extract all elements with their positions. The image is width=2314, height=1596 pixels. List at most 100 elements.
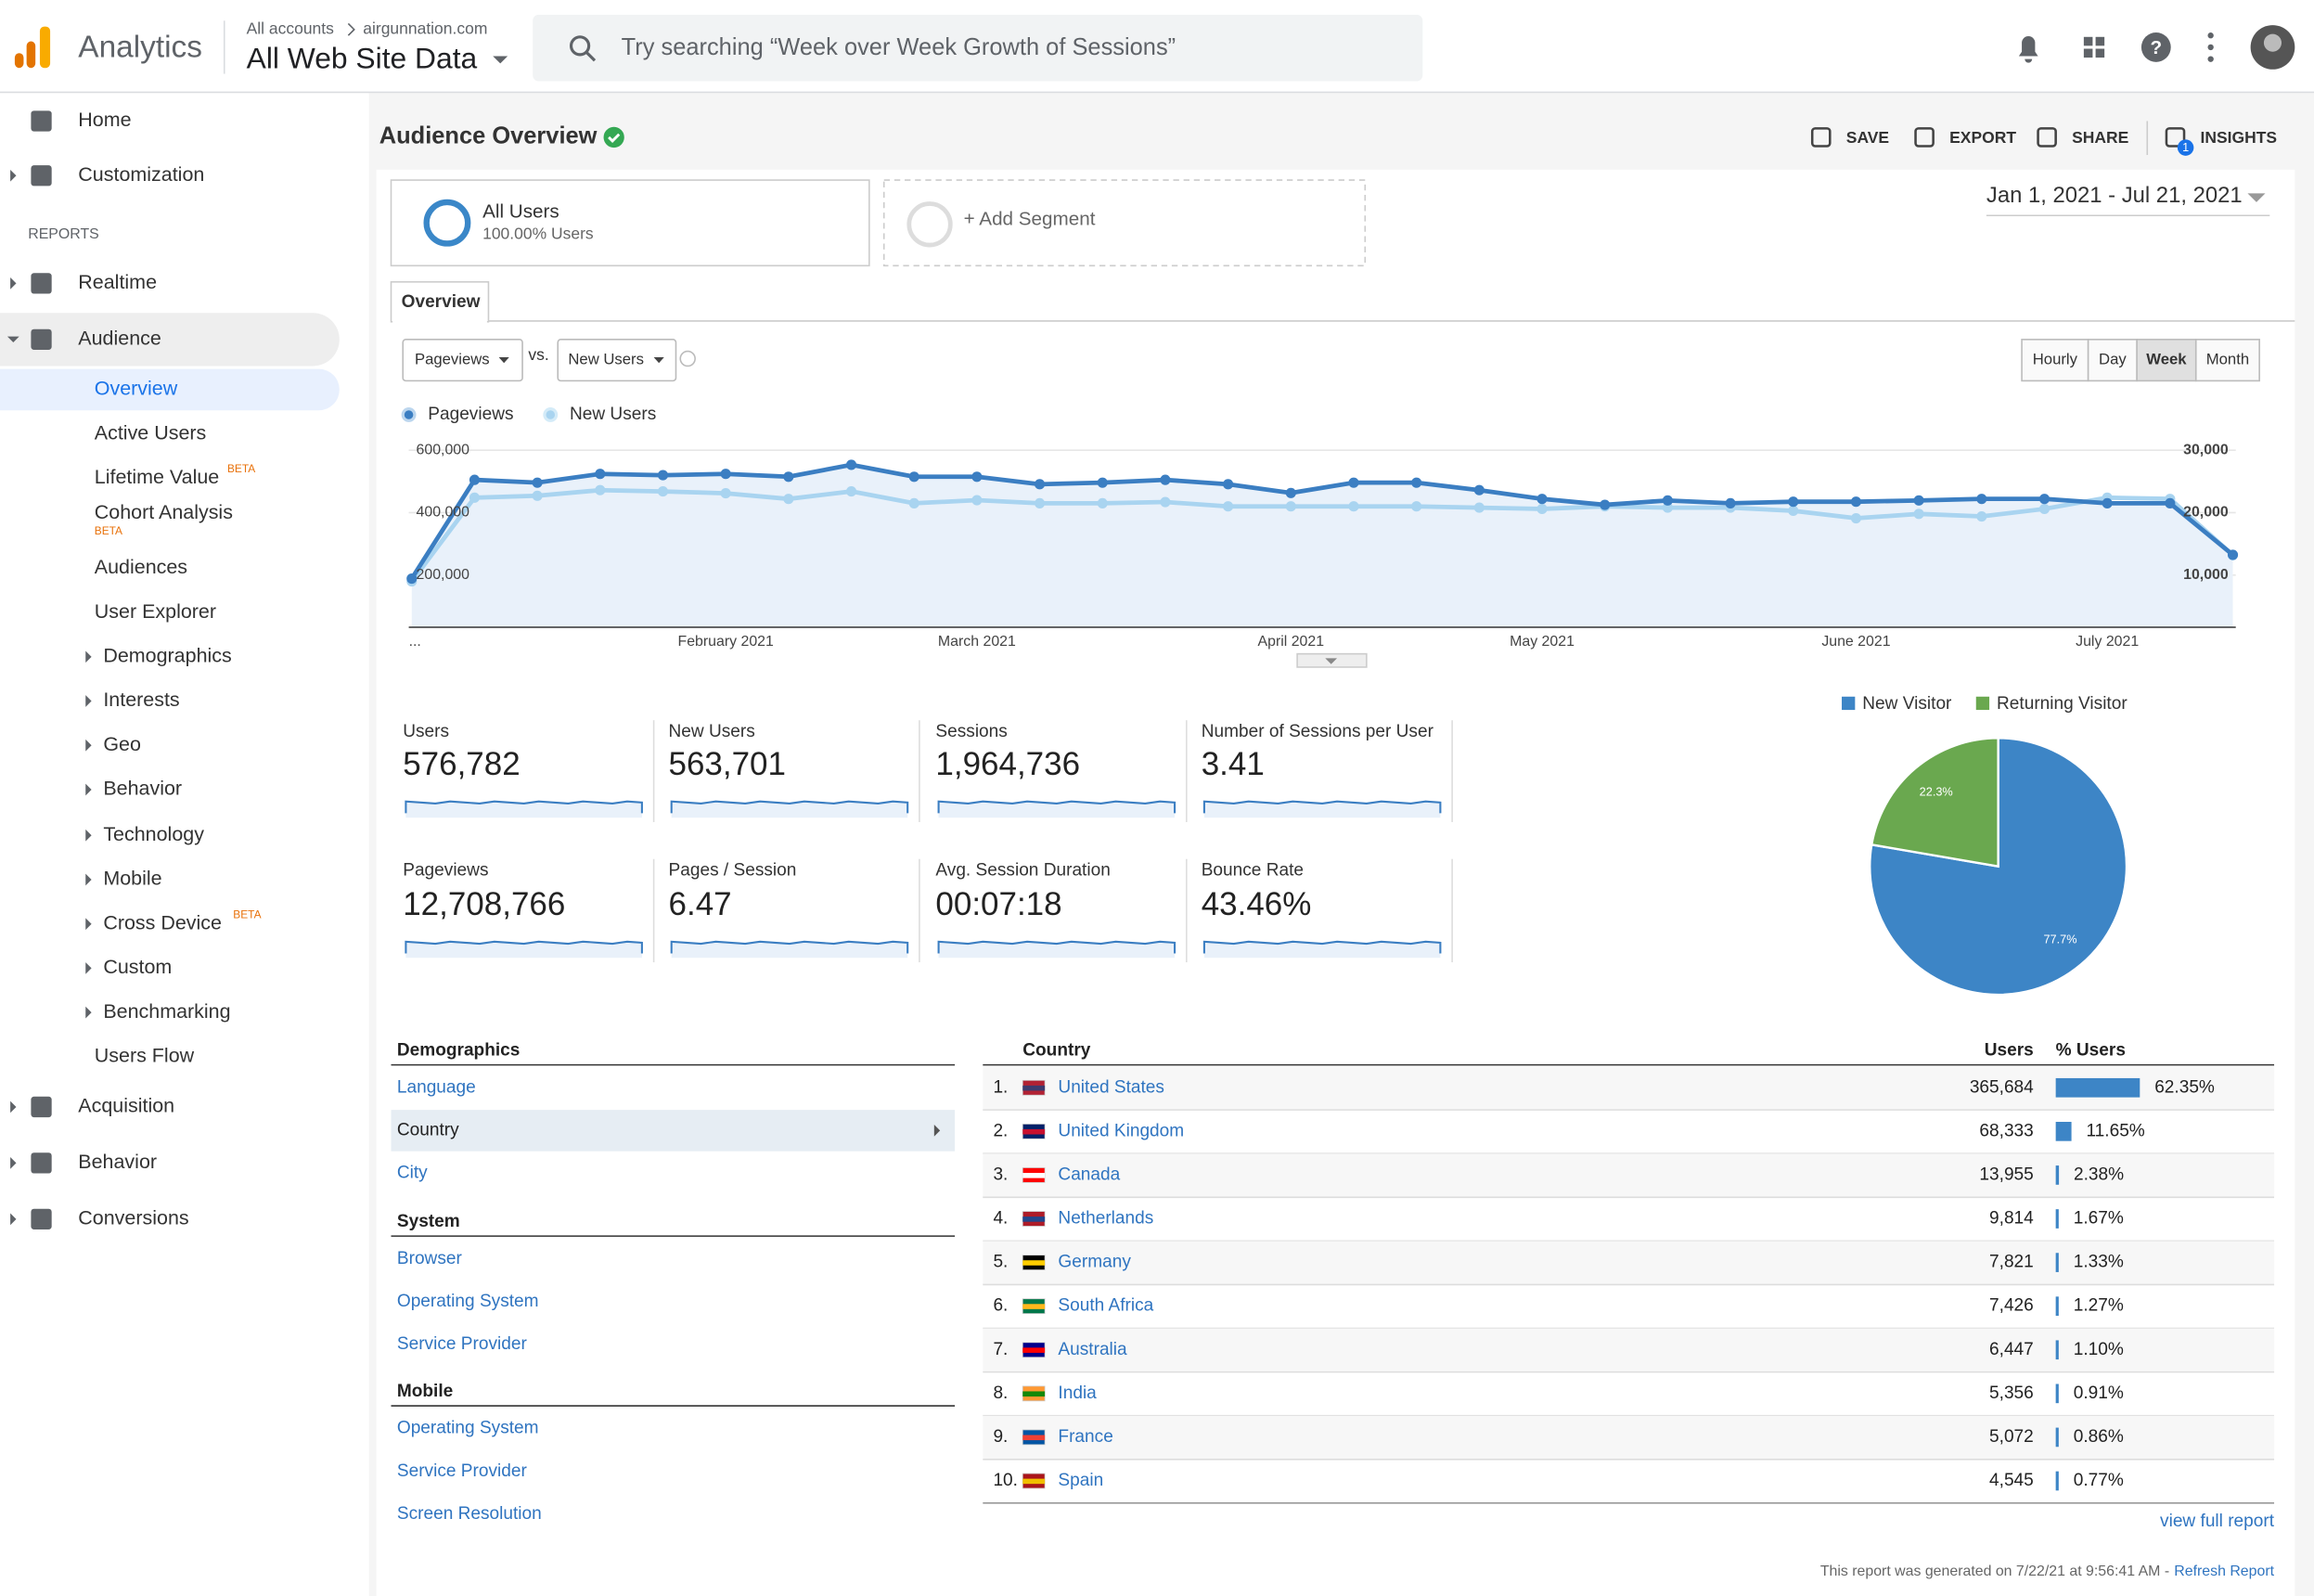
pie-label: 77.7%	[2043, 932, 2076, 946]
nav-item[interactable]: Benchmarking	[103, 1000, 230, 1023]
dimension-heading: Demographics	[397, 1041, 521, 1061]
nav-item[interactable]: Overview	[95, 378, 178, 400]
property-selector[interactable]: All Web Site Data	[247, 42, 478, 75]
country-link[interactable]: Netherlands	[1058, 1209, 1153, 1229]
segment-name: All Users	[482, 201, 559, 223]
action-button[interactable]: INSIGHTS	[2201, 128, 2278, 147]
nav-item[interactable]: Demographics	[103, 644, 231, 666]
country-link[interactable]: Germany	[1058, 1253, 1131, 1272]
add-segment-box[interactable]	[882, 179, 1367, 267]
action-button[interactable]: SAVE	[1846, 128, 1889, 147]
nav-item[interactable]: Realtime	[78, 271, 157, 293]
data-point	[971, 471, 983, 483]
clear-icon[interactable]	[679, 350, 696, 367]
nav-item[interactable]: Technology	[103, 823, 204, 845]
flag-stripe	[1022, 1085, 1046, 1091]
more-icon[interactable]	[2207, 56, 2214, 62]
nav-item[interactable]: Behavior	[78, 1151, 157, 1173]
nav-icon	[31, 273, 52, 294]
row-band	[983, 1328, 2275, 1372]
metric-select[interactable]	[557, 339, 677, 382]
y2-tick-label: 30,000	[2183, 442, 2229, 457]
nav-item[interactable]: Active Users	[95, 421, 207, 444]
more-icon[interactable]	[2207, 44, 2214, 51]
dimension-link[interactable]: Service Provider	[397, 1334, 528, 1354]
help-glyph: ?	[2150, 37, 2162, 58]
country-link[interactable]: Australia	[1058, 1340, 1127, 1359]
legend-swatch	[543, 407, 559, 422]
tab[interactable]	[390, 281, 490, 323]
help-icon[interactable]	[2140, 32, 2171, 62]
search-box[interactable]	[533, 14, 1423, 82]
sparkline	[1202, 940, 1442, 954]
country-link[interactable]: India	[1058, 1384, 1097, 1403]
dimension-link[interactable]: Country	[397, 1120, 459, 1139]
dimension-link[interactable]: Service Provider	[397, 1461, 528, 1481]
nav-item[interactable]: Home	[78, 109, 131, 131]
granularity-button[interactable]	[2021, 339, 2089, 382]
data-point	[2038, 503, 2050, 515]
data-point	[1473, 484, 1485, 496]
nav-item[interactable]: Acquisition	[78, 1095, 174, 1117]
nav-item[interactable]: Cohort Analysis	[95, 501, 233, 523]
share-value: 1.27%	[2074, 1296, 2124, 1316]
breadcrumb[interactable]: All accounts	[247, 19, 335, 37]
nav-item[interactable]: Customization	[78, 163, 204, 186]
expand-arrow	[10, 1100, 17, 1113]
granularity-button[interactable]	[2087, 339, 2138, 382]
granularity-button[interactable]	[2136, 339, 2197, 382]
nav-item[interactable]: Conversions	[78, 1206, 188, 1229]
view-full-report[interactable]: view full report	[2160, 1512, 2275, 1531]
nav-item[interactable]: Cross Device	[103, 911, 222, 933]
apps-icon[interactable]	[2083, 48, 2093, 58]
dropdown-arrow	[493, 56, 508, 64]
country-link[interactable]: United States	[1058, 1077, 1164, 1097]
dimension-link[interactable]: Operating System	[397, 1292, 539, 1311]
legend-label: Returning Visitor	[1997, 694, 2128, 714]
apps-icon[interactable]	[2095, 36, 2105, 46]
country-link[interactable]: France	[1058, 1427, 1112, 1447]
apps-icon[interactable]	[2095, 48, 2105, 58]
granularity-button[interactable]	[2194, 339, 2260, 382]
nav-item[interactable]: Interests	[103, 689, 179, 711]
nav-item[interactable]: Custom	[103, 956, 172, 978]
users-value: 5,356	[1989, 1384, 2034, 1403]
nav-item[interactable]: User Explorer	[95, 600, 216, 623]
nav-item[interactable]: Users Flow	[95, 1045, 195, 1067]
nav-item[interactable]: Audiences	[95, 556, 187, 578]
country-link[interactable]: United Kingdom	[1058, 1121, 1184, 1140]
y2-tick-label: 10,000	[2183, 567, 2229, 583]
country-link[interactable]: Spain	[1058, 1471, 1103, 1490]
data-point	[845, 459, 857, 470]
country-link[interactable]: Canada	[1058, 1165, 1120, 1184]
x-tick-label: March 2021	[938, 634, 1016, 650]
refresh-link[interactable]: Refresh Report	[2174, 1564, 2274, 1579]
dimension-link[interactable]: Language	[397, 1077, 476, 1097]
apps-icon[interactable]	[2083, 36, 2093, 46]
nav-item[interactable]: Audience	[78, 328, 161, 350]
nav-item[interactable]: Geo	[103, 733, 141, 755]
dimension-link[interactable]: Operating System	[397, 1419, 539, 1438]
pie-slice	[1870, 737, 1999, 869]
nav-item[interactable]: Lifetime Value	[95, 466, 219, 488]
dimension-link[interactable]: Screen Resolution	[397, 1504, 542, 1524]
dimension-link[interactable]: City	[397, 1164, 428, 1183]
data-point	[1850, 512, 1861, 524]
nav-item[interactable]: Behavior	[103, 778, 182, 800]
insights-badge: 1	[2182, 140, 2189, 154]
country-link[interactable]: South Africa	[1058, 1296, 1153, 1316]
data-point	[1600, 499, 1611, 510]
more-icon[interactable]	[2207, 32, 2214, 39]
dimension-link[interactable]: Browser	[397, 1249, 463, 1268]
nav-item[interactable]: Mobile	[103, 868, 161, 890]
action-button[interactable]: SHARE	[2072, 128, 2128, 147]
expand-arrow	[85, 918, 92, 931]
data-point	[1285, 501, 1296, 512]
metric-select[interactable]	[402, 339, 523, 382]
date-range[interactable]: Jan 1, 2021 - Jul 21, 2021	[1986, 183, 2243, 208]
product-name: Analytics	[78, 30, 202, 64]
segment-box[interactable]	[390, 179, 870, 267]
y2-tick-label: 20,000	[2183, 505, 2229, 521]
action-button[interactable]: EXPORT	[1949, 128, 2016, 147]
